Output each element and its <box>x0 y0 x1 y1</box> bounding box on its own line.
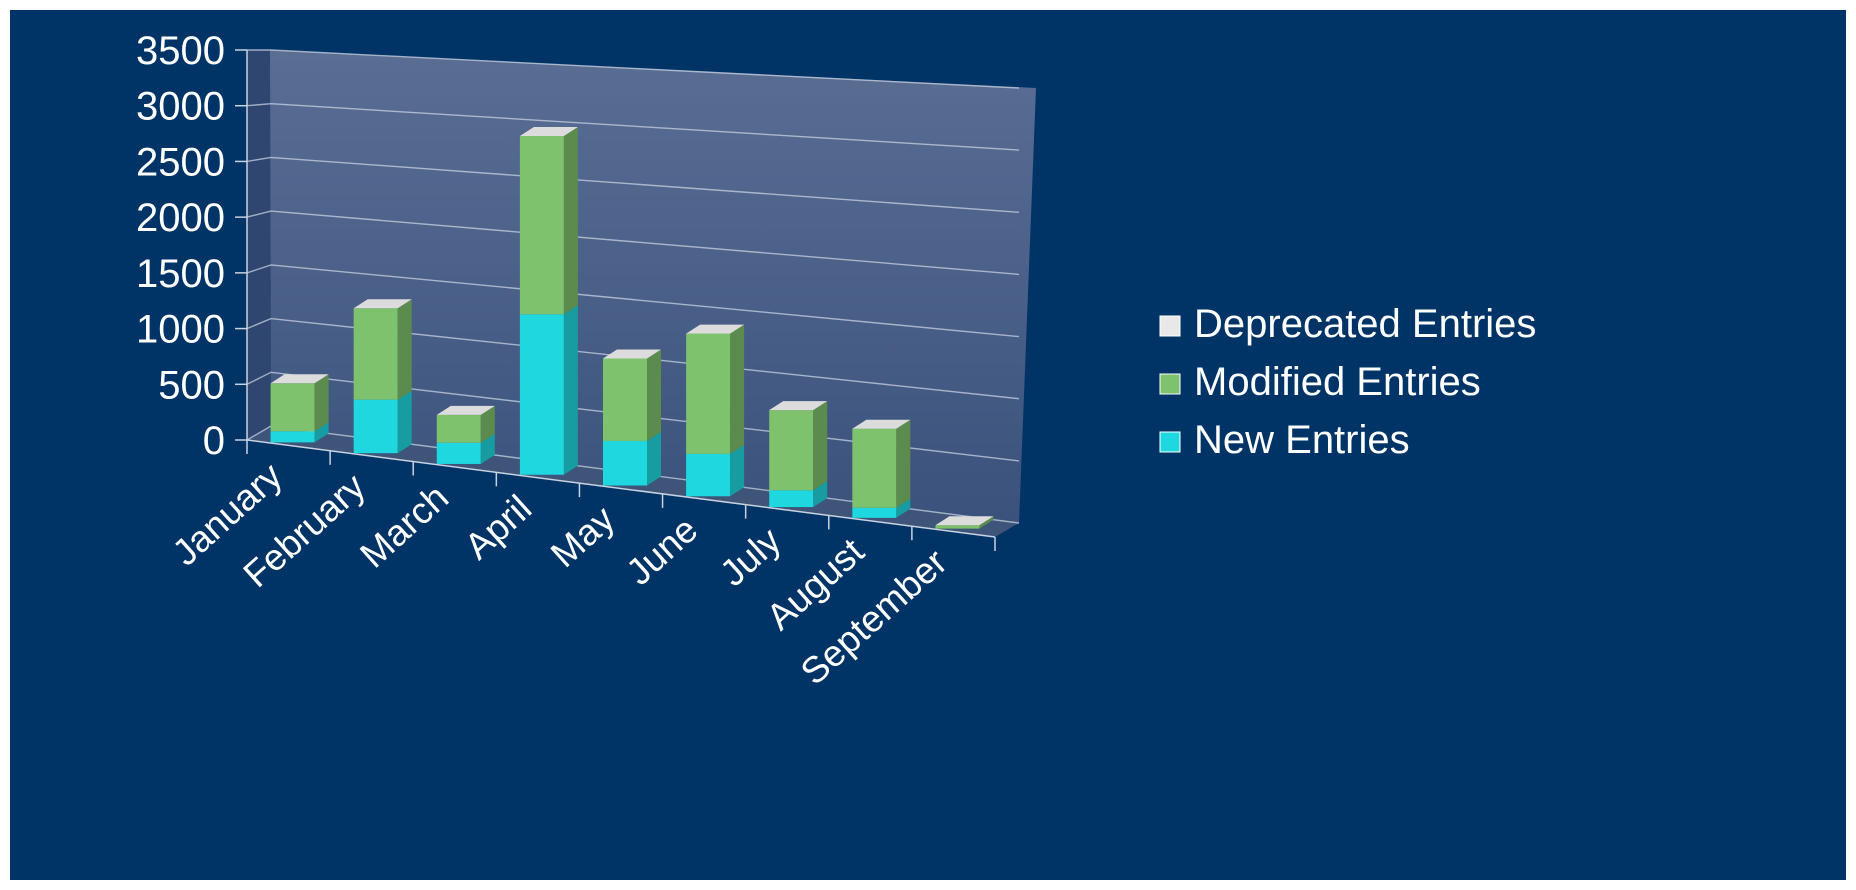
y-tick-label: 3500 <box>136 29 225 73</box>
legend-label: Modified Entries <box>1194 360 1481 404</box>
bar-side <box>314 422 329 443</box>
bar-front <box>270 431 315 443</box>
bar-segment-modified-entries <box>270 374 329 432</box>
bar-top <box>353 299 412 309</box>
bar-side <box>896 498 911 518</box>
bar-side <box>314 374 329 432</box>
x-axis-line <box>246 439 996 538</box>
bar-front <box>436 442 481 464</box>
y-tick-label: 1500 <box>136 252 225 296</box>
bar-top <box>686 324 745 334</box>
bar-segment-new-entries <box>519 305 578 475</box>
bar-top <box>852 419 911 429</box>
gridline <box>246 317 1020 400</box>
legend-swatch <box>1159 315 1181 337</box>
bar-segment-new-entries <box>603 431 661 486</box>
y-tick-label: 2000 <box>136 196 225 240</box>
y-tick-label: 1000 <box>136 308 225 352</box>
bar-top <box>436 405 495 415</box>
side-wall <box>247 50 271 440</box>
bar-top <box>603 349 661 359</box>
gridline <box>246 102 1020 151</box>
bar-segment-modified-entries <box>935 516 994 529</box>
bar-segment-modified-entries <box>353 299 412 400</box>
bar-front <box>686 333 731 454</box>
bar-segment-new-entries <box>769 481 828 508</box>
bar-side <box>730 444 745 497</box>
legend-label: New Entries <box>1194 418 1410 462</box>
bar-front <box>852 507 897 518</box>
bar-segment-modified-entries <box>519 127 578 315</box>
gridline <box>246 156 1020 213</box>
bar-segment-new-entries <box>686 444 745 497</box>
category-label: July <box>712 519 789 594</box>
y-tick-label: 500 <box>158 363 225 407</box>
legend-swatch <box>1159 431 1181 453</box>
bar-segment-new-entries <box>353 390 412 454</box>
bar-segment-new-entries <box>270 422 329 443</box>
bar-segment-modified-entries <box>686 324 745 454</box>
bar-front <box>353 399 398 454</box>
bar-front <box>769 410 814 491</box>
category-label: April <box>457 487 539 567</box>
gridline <box>246 210 1020 276</box>
y-tick-label: 2500 <box>136 140 225 184</box>
bar-segment-new-entries <box>852 498 911 518</box>
chart-frame: 0 500 1000 1500 2000 2500 3000 3500 January Febr… <box>10 10 1846 880</box>
bar-segment-modified-entries <box>436 405 495 443</box>
bar-front <box>436 414 481 443</box>
bar-side <box>813 481 828 508</box>
category-label: May <box>543 498 623 576</box>
back-wall <box>270 50 1036 523</box>
bar-side <box>730 324 745 454</box>
bar-side <box>397 390 412 454</box>
bar-front <box>519 314 564 475</box>
bar-segment-new-entries <box>436 433 495 464</box>
bar-side <box>647 349 661 441</box>
bar-top <box>519 127 578 136</box>
legend-label: Deprecated Entries <box>1194 302 1536 346</box>
bar-front <box>769 490 814 508</box>
bar-side <box>979 516 994 529</box>
bar-segment-modified-entries <box>603 349 661 441</box>
bar-front <box>519 135 564 315</box>
bar-segment-modified-entries <box>769 401 828 491</box>
bar-side <box>563 127 578 315</box>
category-label: June <box>618 509 705 593</box>
bar-front <box>852 428 897 508</box>
bar-side <box>647 431 661 486</box>
y-tick-label: 3000 <box>136 85 225 129</box>
bar-side <box>397 299 412 400</box>
bar-top <box>270 374 329 384</box>
bar-top <box>769 401 828 411</box>
gridline <box>246 264 1020 338</box>
legend-swatch <box>1159 373 1181 395</box>
bar-side <box>480 405 495 443</box>
bar-front <box>603 358 647 441</box>
bar-front <box>686 453 731 497</box>
bar-front <box>603 440 647 486</box>
bar-side <box>813 401 828 491</box>
bar-front <box>353 308 398 400</box>
bar-side <box>896 419 911 508</box>
gridline <box>247 49 1020 89</box>
bar-front <box>935 525 980 529</box>
bar-side <box>563 305 578 475</box>
bar-segment-modified-entries <box>852 419 911 508</box>
bar-front <box>270 383 315 432</box>
bar-side <box>480 433 495 464</box>
y-tick-label: 0 <box>203 419 225 463</box>
bar-top <box>935 516 994 526</box>
